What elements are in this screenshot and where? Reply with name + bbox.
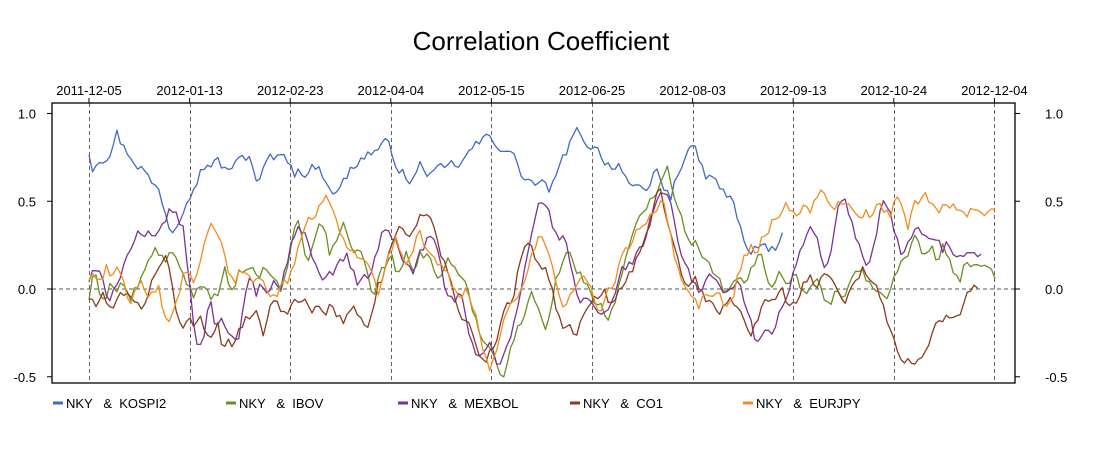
- x-tick-label: 2012-08-03: [659, 83, 726, 98]
- y-tick-label-right: 1.0: [1045, 107, 1063, 122]
- x-tick-label: 2012-01-13: [156, 83, 223, 98]
- x-axis-top: 2011-12-05 2012-01-13 2012-02-23 2012-04-04…: [56, 83, 1028, 103]
- series-layer: [88, 126, 996, 378]
- y-tick-label-right: 0.0: [1045, 282, 1063, 297]
- y-tick-label-left: 0.0: [18, 282, 36, 297]
- series-line: [88, 192, 982, 365]
- legend-label: NKY & MEXBOL: [411, 396, 518, 411]
- x-tick-label: 2012-06-25: [559, 83, 626, 98]
- legend-label: NKY & KOSPI2: [66, 396, 166, 411]
- series-line: [88, 189, 996, 372]
- x-tick-label: 2012-02-23: [257, 83, 324, 98]
- x-tick-label: 2012-05-15: [458, 83, 525, 98]
- y-tick-label-left: -0.5: [14, 370, 36, 385]
- x-tick-label: 2011-12-05: [56, 83, 122, 98]
- y-axes: 1.0 1.0 0.5 0.5 0.0 0.0 -0.5 -0.5: [14, 107, 1068, 385]
- x-tick-label: 2012-09-13: [760, 83, 827, 98]
- legend: NKY & KOSPI2 NKY & IBOV NKY & MEXBOL NKY & …: [53, 396, 861, 411]
- legend-label: NKY & EURJPY: [756, 396, 861, 411]
- y-tick-label-right: -0.5: [1045, 370, 1067, 385]
- x-tick-label: 2012-10-24: [861, 83, 928, 98]
- x-tick-label: 2012-04-04: [358, 83, 425, 98]
- legend-label: NKY & IBOV: [239, 396, 324, 411]
- y-tick-label-right: 0.5: [1045, 194, 1063, 209]
- plot-frame: [51, 102, 1016, 384]
- y-tick-label-left: 0.5: [18, 194, 36, 209]
- y-tick-label-left: 1.0: [18, 107, 36, 122]
- series-line: [88, 126, 784, 255]
- x-tick-label: 2012-12-04: [961, 83, 1028, 98]
- chart-title: Correlation Coefficient: [413, 26, 671, 56]
- legend-label: NKY & CO1: [583, 396, 663, 411]
